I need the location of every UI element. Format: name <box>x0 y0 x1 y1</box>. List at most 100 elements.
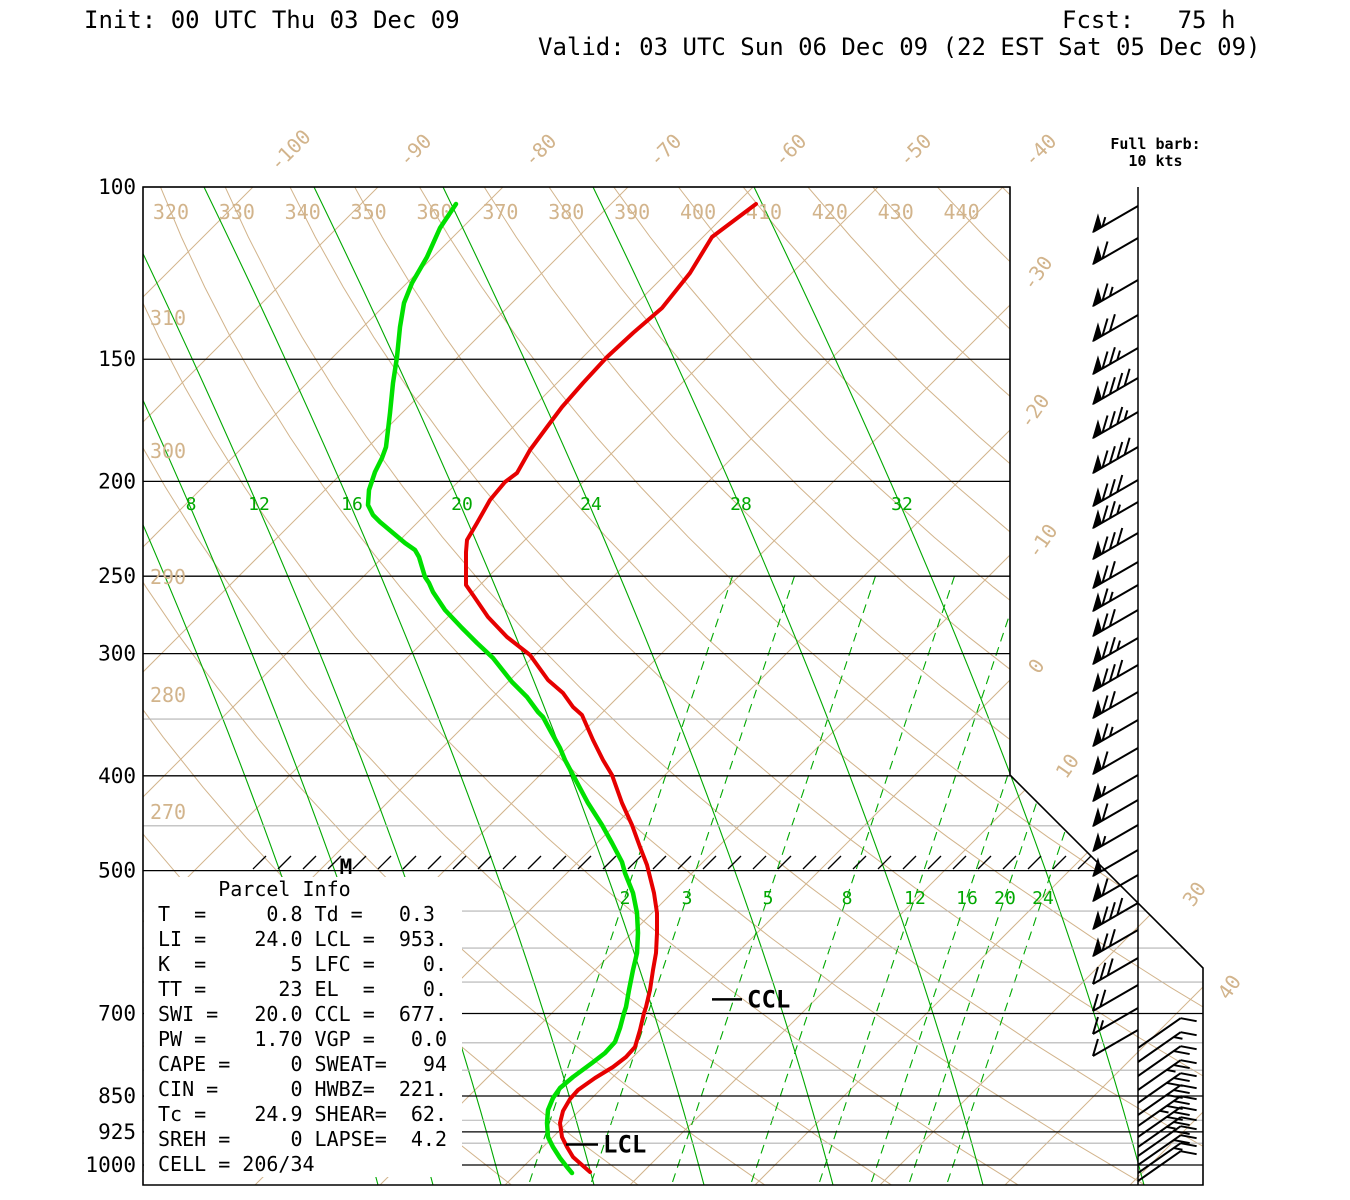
isotherm-label-right: -30 <box>1017 251 1057 294</box>
pressure-axis-label: 150 <box>98 347 136 371</box>
pressure-axis-labels: 100 150 200 250 300 400 500 700 850 925 1000 <box>85 175 136 1177</box>
wind-barb <box>1092 897 1139 931</box>
isotherm-label-right: 30 <box>1178 877 1211 911</box>
pressure-axis-label: 500 <box>98 859 136 883</box>
isotherm-label-top: -80 <box>519 129 562 172</box>
isotherm-label-top: -40 <box>1019 129 1062 172</box>
wind-barb <box>1137 1116 1197 1148</box>
wind-barb <box>1092 824 1139 853</box>
hatch-marks-500mb <box>252 855 1092 870</box>
dry-adiabat-label: 350 <box>351 200 387 224</box>
mixing-ratio-label: 16 <box>956 888 978 909</box>
wind-barb <box>1137 1084 1197 1116</box>
dry-adiabat-label: 270 <box>150 800 186 824</box>
init-time-label: Init: 00 UTC Thu 03 Dec 09 <box>84 6 460 34</box>
mixing-ratio-label: 5 <box>763 888 774 909</box>
pressure-axis-label: 400 <box>98 764 136 788</box>
wind-barb <box>1092 406 1139 440</box>
wind-barb <box>1092 874 1139 903</box>
moist-adiabat-label: 12 <box>248 494 270 515</box>
wind-barb <box>1137 1031 1197 1063</box>
dry-adiabat-label: 410 <box>746 200 782 224</box>
dry-adiabat-label: 420 <box>812 200 848 224</box>
dry-adiabat-label: 430 <box>878 200 914 224</box>
wind-barb <box>1092 346 1139 376</box>
wind-barb <box>1092 584 1139 613</box>
isotherm-label-top: -50 <box>894 129 937 172</box>
dry-adiabat-label: 290 <box>150 565 186 589</box>
moist-adiabat-label: 24 <box>580 494 602 515</box>
m-marker-label: M <box>340 855 353 879</box>
isotherm-label-top: -60 <box>769 129 812 172</box>
temperature-trace <box>464 202 758 1174</box>
isotherm-label-right: 0 <box>1023 654 1050 678</box>
wind-barb <box>1092 636 1139 666</box>
moist-adiabat-label: 20 <box>451 494 473 515</box>
wind-barb <box>1137 1106 1197 1138</box>
isotherm-label-right: -20 <box>1014 389 1054 432</box>
wind-barb-column <box>1092 187 1197 1185</box>
pressure-axis-label: 1000 <box>85 1153 136 1177</box>
moist-adiabat-label: 28 <box>730 494 752 515</box>
wind-barb <box>1137 1142 1197 1174</box>
wind-barb <box>1092 527 1139 561</box>
mixing-ratio-label: 12 <box>904 888 926 909</box>
wind-barb <box>1137 1134 1197 1166</box>
mixing-ratio-label: 2 <box>620 888 631 909</box>
dry-adiabat-label: 380 <box>548 200 584 224</box>
pressure-axis-label: 925 <box>98 1120 136 1144</box>
wind-barb <box>1092 237 1139 266</box>
wind-barb <box>1092 205 1139 234</box>
wind-barb <box>1092 659 1139 693</box>
moist-adiabat-label: 32 <box>891 494 913 515</box>
wind-barb <box>1092 437 1139 475</box>
isotherm-label-top: -100 <box>265 125 316 176</box>
dry-adiabat-label: 400 <box>680 200 716 224</box>
isotherm-label-right: 40 <box>1213 970 1246 1004</box>
wind-barb <box>1092 984 1139 1012</box>
wind-barb-legend-line1: Full barb: <box>1110 135 1201 153</box>
dry-adiabat-label: 370 <box>482 200 518 224</box>
wind-barb <box>1092 500 1139 530</box>
dewpoint-trace <box>365 201 641 1176</box>
dry-adiabat-label: 310 <box>150 306 186 330</box>
plot-border <box>142 186 1204 1186</box>
mixing-ratio-lines <box>527 575 1152 1185</box>
lcl-marker-label: LCL <box>603 1131 646 1159</box>
wind-barb <box>1092 928 1139 958</box>
ccl-marker-label: CCL <box>747 985 790 1013</box>
isotherm-label-top: -70 <box>644 129 687 172</box>
dry-adiabat-label: 300 <box>150 439 186 463</box>
pressure-axis-label: 100 <box>98 175 136 199</box>
moist-adiabat-label: 16 <box>341 494 363 515</box>
pressure-axis-label: 700 <box>98 1002 136 1026</box>
wind-barb <box>1092 747 1139 776</box>
wind-barb <box>1092 690 1139 720</box>
isotherm-label-right: -10 <box>1022 519 1062 562</box>
wind-barb <box>1092 1007 1139 1035</box>
wind-barb-legend-line2: 10 kts <box>1128 152 1183 170</box>
parcel-info-panel: Parcel Info T = 0.8 Td = 0.3 LI = 24.0 L… <box>144 877 462 1177</box>
mixing-ratio-label: 8 <box>842 888 853 909</box>
wind-barb <box>1092 368 1139 406</box>
wind-barb-legend: Full barb: 10 kts <box>1068 136 1243 170</box>
pressure-axis-label: 850 <box>98 1084 136 1108</box>
dry-adiabat-label: 280 <box>150 683 186 707</box>
isotherm-label-right: 10 <box>1051 749 1084 783</box>
forecast-hour-label: Fcst: 75 h <box>1062 6 1236 34</box>
dry-adiabat-label: 330 <box>219 200 255 224</box>
moist-adiabat-label: 8 <box>186 494 197 515</box>
wind-barb <box>1092 719 1139 748</box>
pressure-axis-label: 300 <box>98 642 136 666</box>
valid-time-label: Valid: 03 UTC Sun 06 Dec 09 (22 EST Sat … <box>538 33 1261 61</box>
pressure-axis-label: 200 <box>98 469 136 493</box>
wind-barb <box>1137 1095 1197 1127</box>
mixing-ratio-label: 20 <box>994 888 1016 909</box>
wind-barb <box>1092 560 1139 590</box>
wind-barb <box>1137 1017 1197 1049</box>
level-markers: CCL LCL M <box>340 855 791 1159</box>
wind-barb <box>1092 849 1139 878</box>
wind-barb <box>1092 957 1139 985</box>
wind-barb <box>1092 799 1139 828</box>
mixing-ratio-label: 3 <box>682 888 693 909</box>
